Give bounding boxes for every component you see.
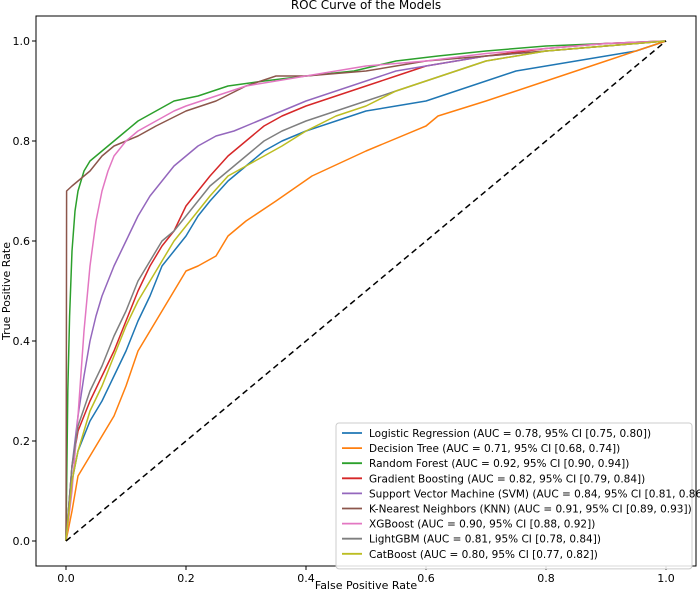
legend-entry-label: Gradient Boosting (AUC = 0.82, 95% CI [0… — [369, 473, 645, 485]
legend-entry-label: CatBoost (AUC = 0.80, 95% CI [0.77, 0.82… — [369, 549, 598, 561]
y-tick-label: 1.0 — [13, 35, 31, 48]
legend-entry-label: Logistic Regression (AUC = 0.78, 95% CI … — [369, 428, 651, 440]
legend-entry-label: XGBoost (AUC = 0.90, 95% CI [0.88, 0.92]… — [369, 519, 595, 531]
x-tick-label: 0.4 — [297, 572, 315, 585]
x-tick-label: 0.8 — [537, 572, 555, 585]
x-tick-label: 0.0 — [57, 572, 75, 585]
legend-entry-label: K-Nearest Neighbors (KNN) (AUC = 0.91, 9… — [369, 504, 692, 516]
x-tick-label: 1.0 — [657, 572, 675, 585]
legend-entry-label: Random Forest (AUC = 0.92, 95% CI [0.90,… — [369, 458, 629, 470]
y-tick-label: 0.8 — [13, 135, 31, 148]
legend: Logistic Regression (AUC = 0.78, 95% CI … — [335, 422, 700, 570]
legend-box — [335, 422, 693, 570]
roc-line-1 — [65, 40, 667, 542]
y-tick-label: 0.4 — [13, 335, 31, 348]
y-tick-label: 0.0 — [13, 535, 31, 548]
roc-line-2 — [65, 40, 667, 542]
x-axis-label: False Positive Rate — [315, 579, 417, 592]
x-tick-label: 0.6 — [417, 572, 435, 585]
legend-entry-label: LightGBM (AUC = 0.81, 95% CI [0.78, 0.84… — [369, 534, 601, 546]
roc-line-4 — [65, 40, 667, 542]
roc-line-8 — [65, 40, 667, 542]
y-tick-label: 0.2 — [13, 435, 31, 448]
x-tick-label: 0.2 — [177, 572, 195, 585]
y-axis-label: True Positive Rate — [0, 242, 13, 341]
chart-title: ROC Curve of the Models — [291, 0, 441, 12]
roc-line-6 — [65, 40, 667, 542]
legend-entry-label: Support Vector Machine (SVM) (AUC = 0.84… — [369, 488, 700, 500]
chance-diagonal-line — [65, 40, 667, 542]
y-tick-label: 0.6 — [13, 235, 31, 248]
legend-entry-label: Decision Tree (AUC = 0.71, 95% CI [0.68,… — [369, 443, 620, 455]
plot-layer — [65, 40, 667, 542]
